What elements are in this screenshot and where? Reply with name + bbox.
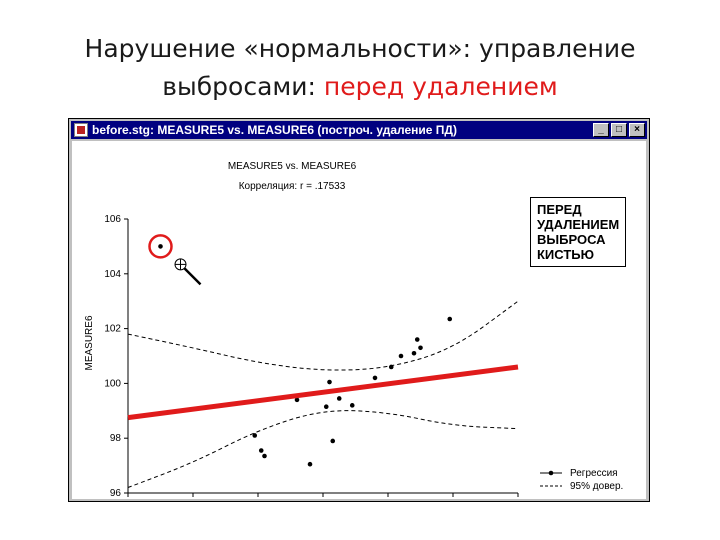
confidence-lower-curve bbox=[127, 410, 519, 488]
slide-title-prefix: выбросами: bbox=[162, 72, 324, 101]
y-tick-label: 96 bbox=[110, 488, 122, 499]
legend-point-marker bbox=[548, 470, 554, 476]
callout-line: КИСТЬЮ bbox=[537, 247, 595, 262]
outlier-highlight-circle bbox=[148, 234, 173, 259]
callout-line: ПЕРЕД bbox=[537, 202, 582, 217]
app-icon[interactable] bbox=[74, 123, 88, 137]
callout-line: УДАЛЕНИЕМ bbox=[537, 217, 620, 232]
data-point bbox=[262, 453, 267, 459]
data-point bbox=[447, 316, 453, 322]
slide-title-line1: Нарушение «нормальности»: управление bbox=[84, 34, 636, 63]
data-points bbox=[158, 244, 453, 467]
y-tick-label: 98 bbox=[110, 433, 122, 444]
confidence-bands bbox=[127, 300, 519, 488]
regression-line-group bbox=[127, 364, 519, 421]
chart-subtitle: Корреляция: r = .17533 bbox=[239, 181, 346, 192]
chart-title: MEASURE5 vs. MEASURE6 bbox=[228, 161, 357, 172]
brush-handle bbox=[183, 267, 202, 286]
data-point bbox=[294, 397, 300, 403]
y-tick-label: 104 bbox=[104, 269, 121, 280]
data-point bbox=[336, 396, 342, 401]
legend-label: 95% довер. bbox=[570, 481, 623, 492]
data-point bbox=[414, 337, 420, 342]
callout-line: ВЫБРОСА bbox=[537, 232, 606, 247]
data-point bbox=[398, 353, 404, 359]
close-button[interactable]: × bbox=[629, 123, 645, 137]
plot-area[interactable]: MEASURE5 vs. MEASURE6 Корреляция: r = .1… bbox=[72, 141, 646, 511]
data-point bbox=[158, 244, 163, 249]
data-point bbox=[349, 403, 355, 408]
slide-title: Нарушение «нормальности»: управление выб… bbox=[0, 30, 720, 106]
data-point bbox=[388, 364, 394, 370]
graph-window: before.stg: MEASURE5 vs. MEASURE6 (постр… bbox=[68, 118, 650, 511]
callout-box: ПЕРЕД УДАЛЕНИЕМ ВЫБРОСА КИСТЬЮ bbox=[530, 197, 626, 267]
legend-label: Регрессия bbox=[570, 468, 618, 479]
data-point bbox=[327, 379, 332, 385]
scatter-chart[interactable]: MEASURE5 vs. MEASURE6 Корреляция: r = .1… bbox=[72, 141, 646, 511]
data-point bbox=[252, 433, 258, 438]
data-point bbox=[307, 461, 313, 467]
window-titlebar[interactable]: before.stg: MEASURE5 vs. MEASURE6 (постр… bbox=[71, 121, 647, 139]
slide-title-highlight: перед удалением bbox=[323, 72, 558, 101]
data-point bbox=[418, 345, 423, 351]
minimize-button[interactable]: _ bbox=[593, 123, 609, 137]
confidence-upper-curve bbox=[127, 300, 519, 371]
regression-line bbox=[127, 364, 519, 421]
data-point bbox=[411, 350, 417, 356]
data-point bbox=[323, 404, 329, 409]
annotations bbox=[148, 234, 202, 286]
window-title: before.stg: MEASURE5 vs. MEASURE6 (постр… bbox=[92, 123, 457, 137]
y-tick-label: 106 bbox=[104, 214, 121, 225]
y-axis-label: MEASURE6 bbox=[84, 315, 95, 370]
slide-title-line2: выбросами: перед удалением bbox=[0, 68, 720, 106]
data-point bbox=[330, 438, 336, 444]
chart-legend: Регрессия 95% довер. bbox=[540, 468, 623, 492]
y-tick-label: 100 bbox=[104, 378, 121, 389]
y-tick-label: 102 bbox=[104, 324, 121, 335]
data-point bbox=[258, 448, 264, 453]
data-point bbox=[372, 375, 378, 381]
maximize-button[interactable]: □ bbox=[611, 123, 627, 137]
axes: 939597991011031059698100102104106 bbox=[104, 214, 526, 511]
